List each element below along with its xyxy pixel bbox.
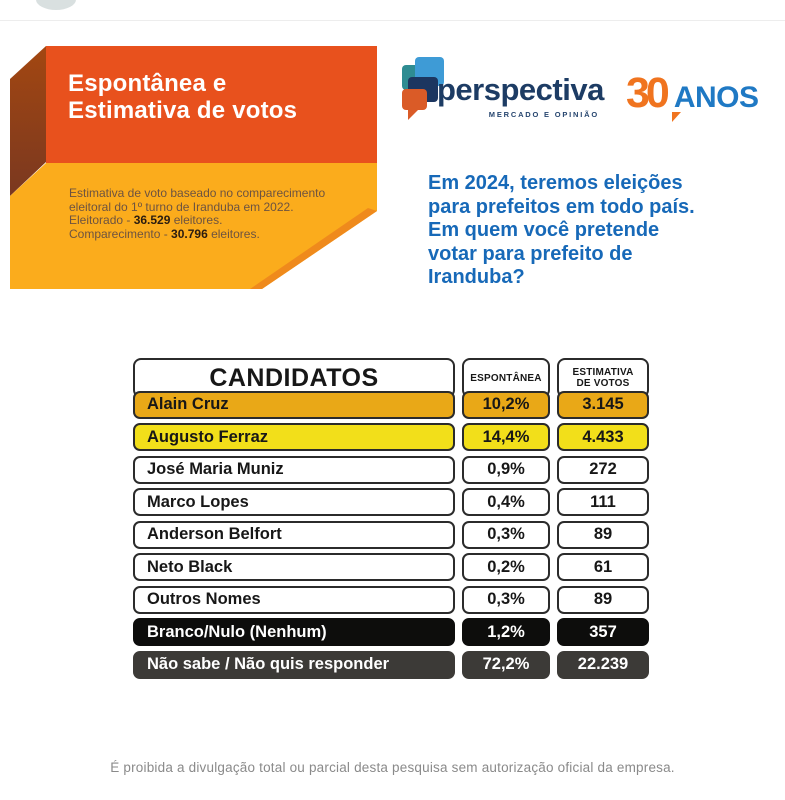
banner-title-line2: Estimativa de votos (68, 97, 298, 124)
brand-name: perspectiva (437, 72, 604, 107)
banner-orange-shape (46, 46, 377, 163)
espontanea-cell: 0,2% (462, 553, 550, 581)
banner-title-line1: Espontânea e (68, 70, 227, 97)
banner-note-line2: eleitoral do 1º turno de Iranduba em 202… (69, 199, 294, 214)
anniversary-number: 30 (626, 69, 670, 117)
banner-ribbon (10, 46, 377, 289)
bubble-tail (408, 109, 419, 120)
top-partial-circle (36, 0, 76, 10)
candidate-cell: Anderson Belfort (133, 520, 455, 549)
estimativa-cell: 272 (557, 455, 649, 484)
banner-note-line4: Comparecimento - 30.796 eleitores. (69, 226, 260, 241)
banner-note: Estimativa de voto baseado no comparecim… (69, 186, 369, 241)
candidate-cell: Augusto Ferraz (133, 423, 455, 451)
estimativa-cell: 357 (557, 618, 649, 646)
anniversary-label: ANOS (673, 81, 759, 114)
estimativa-cell: 4.433 (557, 423, 649, 451)
bubble-orange (402, 89, 427, 110)
electorate-count: 36.529 (133, 213, 171, 227)
banner-note-line1: Estimativa de voto baseado no comparecim… (69, 186, 326, 200)
estimativa-cell: 3.145 (557, 390, 649, 419)
candidate-cell: Branco/Nulo (Nenhum) (133, 618, 455, 646)
espontanea-cell: 0,3% (462, 585, 550, 614)
espontanea-cell: 0,9% (462, 455, 550, 484)
espontanea-cell: 0,4% (462, 488, 550, 516)
banner-note-line3: Eleitorado - 36.529 eleitores. (69, 213, 223, 227)
candidate-cell: Neto Black (133, 553, 455, 581)
banner-fold-shape (10, 46, 46, 196)
speech-bubbles-icon (400, 56, 452, 120)
estimativa-cell: 61 (557, 553, 649, 581)
brand-tagline: MERCADO E OPINIÃO (488, 110, 599, 119)
top-divider (0, 20, 785, 21)
disclaimer-text: É proibida a divulgação total ou parcial… (110, 760, 675, 775)
anniversary-logo: 30 ANOS (626, 69, 759, 122)
estimativa-cell: 22.239 (557, 650, 649, 679)
candidate-cell: Alain Cruz (133, 390, 455, 419)
poll-question: Em 2024, teremos eleições para prefeitos… (428, 172, 695, 288)
banner-yellow-shape (10, 163, 377, 289)
candidate-cell: José Maria Muniz (133, 455, 455, 484)
candidate-cell: Marco Lopes (133, 488, 455, 516)
anniversary-bubble-tail (672, 112, 681, 122)
estimativa-cell: 111 (557, 488, 649, 516)
espontanea-cell: 10,2% (462, 390, 550, 419)
turnout-count: 30.796 (171, 226, 208, 241)
results-table: CANDIDATOS ESPONTÂNEA ESTIMATIVA DE VOTO… (133, 358, 649, 679)
estimativa-cell: 89 (557, 585, 649, 614)
espontanea-cell: 1,2% (462, 618, 550, 646)
candidate-cell: Não sabe / Não quis responder (133, 650, 455, 679)
estimativa-cell: 89 (557, 520, 649, 549)
espontanea-cell: 72,2% (462, 650, 550, 679)
espontanea-cell: 0,3% (462, 520, 550, 549)
espontanea-cell: 14,4% (462, 423, 550, 451)
candidate-cell: Outros Nomes (133, 585, 455, 614)
banner-yellow-edge-shade (250, 208, 377, 289)
banner-title: Espontânea e Estimativa de votos (68, 70, 368, 124)
